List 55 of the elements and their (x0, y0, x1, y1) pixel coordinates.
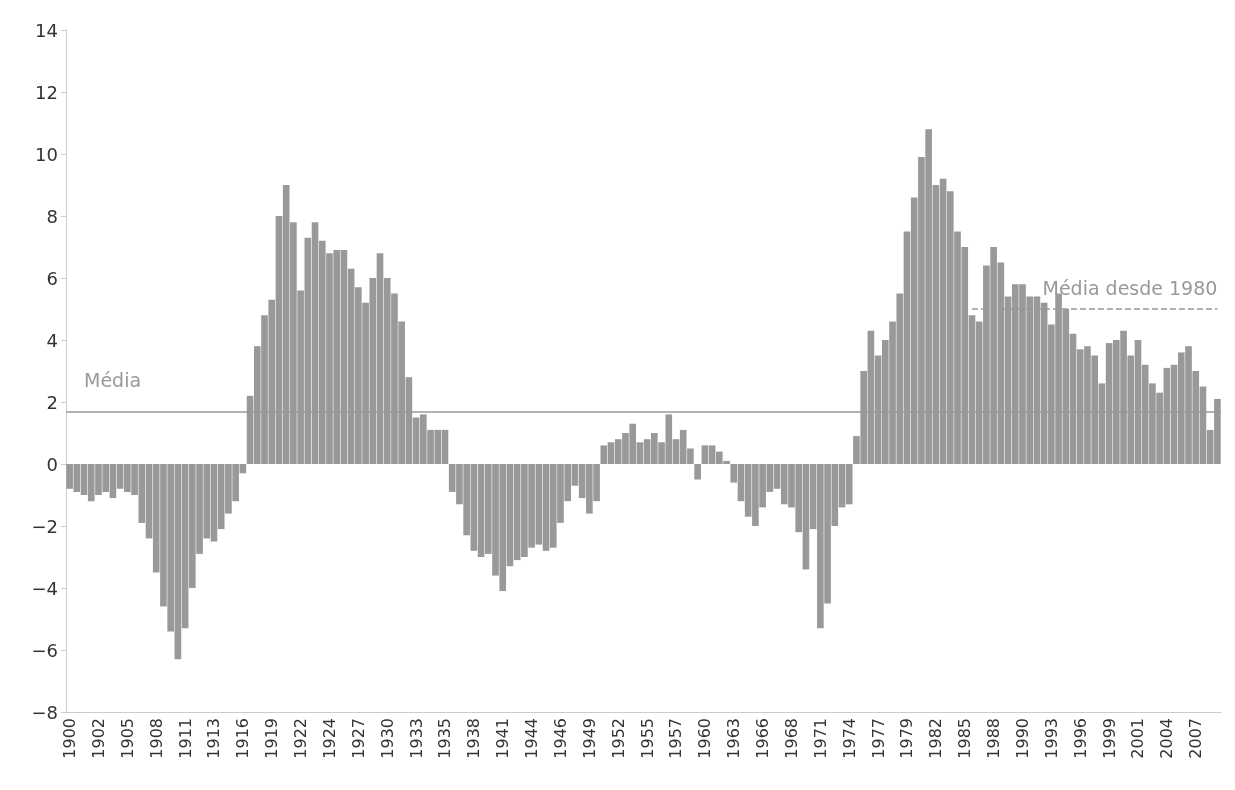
x-tick-label: 1944 (522, 718, 542, 759)
x-tick-label: 1900 (60, 718, 80, 759)
x-tick-label: 1968 (781, 718, 801, 759)
y-tick-label: 8 (46, 205, 58, 227)
series-label: Média desde 1980 (1042, 277, 1218, 299)
x-tick-label: 1979 (897, 718, 917, 759)
y-tick-label: −6 (31, 639, 58, 661)
x-tick-label: 1993 (1041, 718, 1061, 759)
x-tick-label: 1971 (810, 718, 830, 759)
y-tick-label: 2 (46, 391, 58, 413)
x-tick-label: 1957 (666, 718, 686, 759)
x-tick-label: 2007 (1186, 718, 1206, 759)
x-tick-label: 1933 (406, 718, 426, 759)
ref-line-label: Média (84, 368, 142, 391)
x-tick-label: 1988 (984, 718, 1004, 759)
y-tick-label: −2 (31, 515, 58, 537)
bar (694, 464, 701, 480)
y-tick-label: 14 (35, 19, 58, 41)
x-tick-label: 1999 (1099, 718, 1119, 759)
x-tick-label: 1996 (1070, 718, 1090, 759)
x-tick-label: 1966 (753, 718, 773, 759)
x-tick-label: 1990 (1012, 718, 1032, 759)
x-tick-label: 1902 (88, 718, 108, 759)
x-tick-label: 1977 (868, 718, 888, 759)
x-tick-label: 1930 (377, 718, 397, 759)
x-tick-label: 1911 (175, 718, 195, 759)
y-tick-label: 0 (46, 453, 58, 475)
x-tick-label: 1913 (204, 718, 224, 759)
x-tick-label: 1946 (550, 718, 570, 759)
x-tick-label: 1927 (348, 718, 368, 759)
x-tick-label: 1924 (319, 718, 339, 759)
x-tick-label: 1916 (233, 718, 253, 759)
x-tick-label: 1935 (435, 718, 455, 759)
y-tick-label: 4 (46, 329, 58, 351)
x-tick-label: 1952 (608, 718, 628, 759)
x-tick-label: 1938 (464, 718, 484, 759)
x-tick-label: 2004 (1157, 718, 1177, 759)
x-tick-label: 2001 (1128, 718, 1148, 759)
y-tick-label: −4 (31, 577, 58, 599)
x-tick-label: 1974 (839, 718, 859, 759)
y-tick-label: 6 (46, 267, 58, 289)
x-tick-label: 1919 (262, 718, 282, 759)
x-tick-label: 1955 (637, 718, 657, 759)
y-tick-label: 10 (35, 143, 58, 165)
x-tick-label: 1985 (955, 718, 975, 759)
y-tick-label: 12 (35, 81, 58, 103)
x-tick-label: 1905 (117, 718, 137, 759)
x-tick-label: 1982 (926, 718, 946, 759)
x-tick-label: 1908 (146, 718, 166, 759)
x-tick-label: 1941 (493, 718, 513, 759)
y-tick-label: −8 (31, 701, 58, 723)
x-tick-label: 1963 (724, 718, 744, 759)
x-tick-label: 1949 (579, 718, 599, 759)
x-tick-label: 1922 (291, 718, 311, 759)
x-tick-label: 1960 (695, 718, 715, 759)
